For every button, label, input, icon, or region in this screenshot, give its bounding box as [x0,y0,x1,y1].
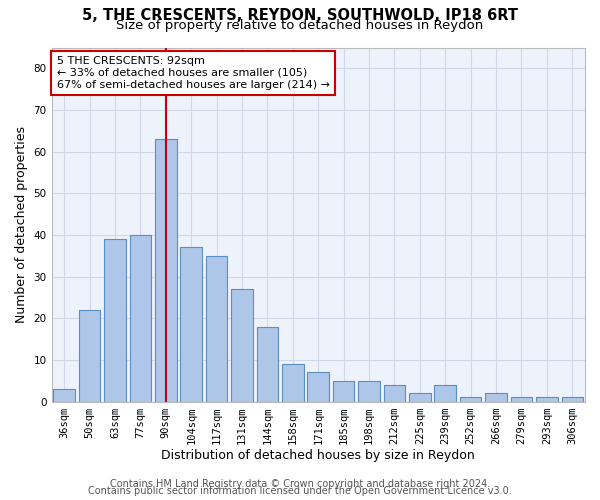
Bar [206,256,227,402]
Bar [79,310,100,402]
Bar [282,364,304,402]
X-axis label: Distribution of detached houses by size in Reydon: Distribution of detached houses by size … [161,450,475,462]
Text: 5 THE CRESCENTS: 92sqm
← 33% of detached houses are smaller (105)
67% of semi-de: 5 THE CRESCENTS: 92sqm ← 33% of detached… [57,56,330,90]
Bar [485,394,507,402]
Bar [155,139,176,402]
Bar [383,385,405,402]
Bar [181,248,202,402]
Bar [409,394,431,402]
Bar [536,398,557,402]
Bar [307,372,329,402]
Bar [104,239,126,402]
Y-axis label: Number of detached properties: Number of detached properties [15,126,28,323]
Text: 5, THE CRESCENTS, REYDON, SOUTHWOLD, IP18 6RT: 5, THE CRESCENTS, REYDON, SOUTHWOLD, IP1… [82,8,518,22]
Bar [53,389,75,402]
Text: Size of property relative to detached houses in Reydon: Size of property relative to detached ho… [116,18,484,32]
Bar [333,381,355,402]
Bar [231,289,253,402]
Bar [511,398,532,402]
Bar [130,235,151,402]
Bar [257,326,278,402]
Text: Contains HM Land Registry data © Crown copyright and database right 2024.: Contains HM Land Registry data © Crown c… [110,479,490,489]
Bar [434,385,456,402]
Bar [460,398,481,402]
Text: Contains public sector information licensed under the Open Government Licence v3: Contains public sector information licen… [88,486,512,496]
Bar [562,398,583,402]
Bar [358,381,380,402]
